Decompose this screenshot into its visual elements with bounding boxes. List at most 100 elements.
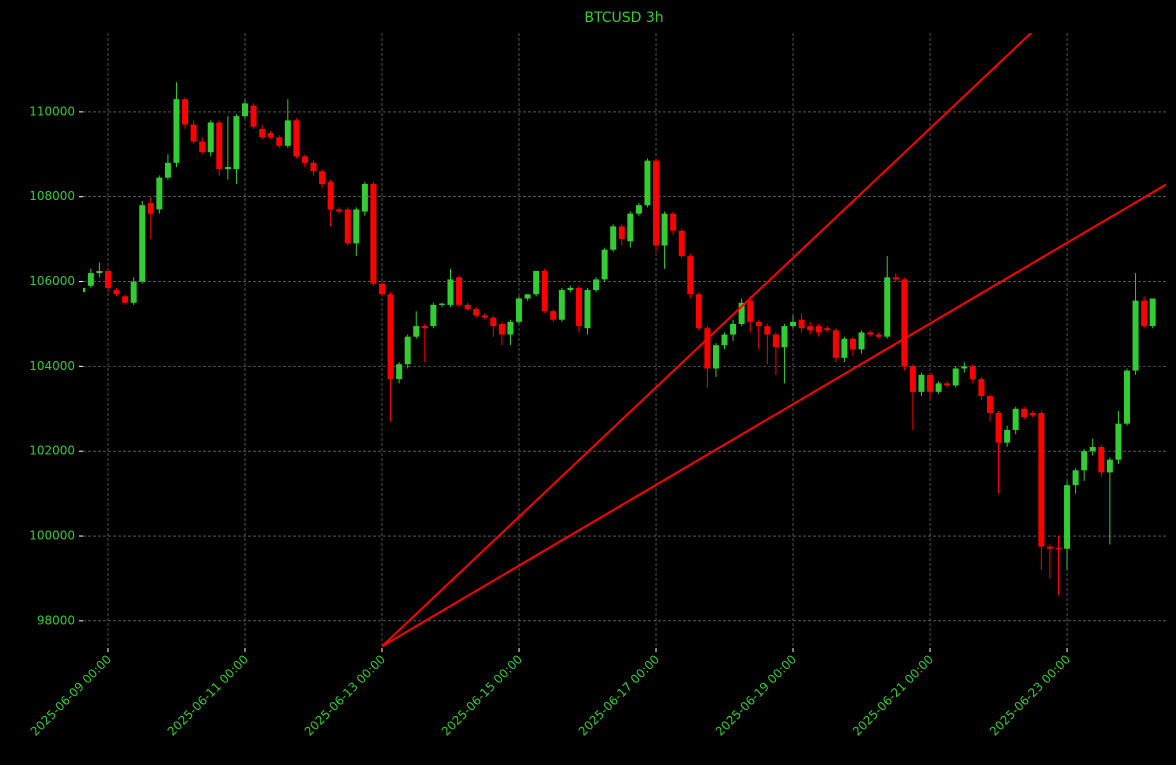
- candle-body: [678, 230, 685, 257]
- candle-body: [807, 326, 814, 331]
- y-tick-label: 110000: [29, 104, 75, 118]
- candle-body: [378, 283, 385, 295]
- candle-body: [909, 366, 916, 392]
- candle-body: [336, 209, 343, 212]
- y-tick-label: 100000: [29, 529, 75, 543]
- grid: [79, 33, 1166, 652]
- candle-body: [473, 309, 480, 316]
- candle-body: [764, 326, 771, 335]
- candle-body: [944, 383, 951, 386]
- candle-body: [216, 122, 223, 170]
- candle-body: [995, 413, 1002, 443]
- candle-body: [815, 326, 822, 333]
- candle-body: [867, 332, 874, 335]
- candle-body: [421, 326, 428, 329]
- candle-body: [601, 249, 608, 280]
- plot-area: [83, 33, 1166, 648]
- candle-body: [1141, 300, 1148, 327]
- candle-body: [635, 205, 642, 214]
- candle-body: [344, 209, 351, 244]
- candle-body: [113, 290, 120, 295]
- candle-body: [567, 287, 574, 291]
- y-tick-label: 98000: [37, 613, 75, 627]
- candle-body: [1081, 451, 1088, 471]
- trend-line: [381, 33, 1033, 648]
- x-tick-label: 2025-06-19 00:00: [713, 652, 799, 738]
- candle-body: [610, 226, 617, 250]
- candle-body: [1098, 446, 1105, 473]
- candle-body: [241, 103, 248, 117]
- candle-body: [139, 205, 146, 282]
- candle-body: [122, 296, 129, 303]
- x-tick-label: 2025-06-23 00:00: [987, 652, 1073, 738]
- candle-body: [927, 374, 934, 392]
- y-tick-label: 106000: [29, 274, 75, 288]
- candle-body: [781, 326, 788, 348]
- candle-body: [293, 120, 300, 157]
- y-tick-label: 104000: [29, 359, 75, 373]
- candle-body: [841, 338, 848, 358]
- candle-body: [259, 128, 266, 138]
- candle-body: [533, 270, 540, 295]
- chart-title: BTCUSD 3h: [584, 10, 663, 26]
- y-tick-label: 102000: [29, 444, 75, 458]
- candle-body: [661, 213, 668, 246]
- candle-body: [370, 183, 377, 284]
- candle-body: [456, 277, 463, 305]
- candle-body: [267, 133, 274, 138]
- candle-body: [627, 213, 634, 242]
- candle-body: [464, 304, 471, 310]
- candle-body: [1064, 485, 1071, 549]
- candle-body: [1106, 459, 1113, 473]
- candle-body: [130, 281, 137, 303]
- candle-body: [935, 383, 942, 392]
- candle-body: [961, 366, 968, 369]
- candle-body: [824, 328, 831, 331]
- candle-body: [849, 338, 856, 350]
- candle-body: [233, 116, 240, 170]
- candle-body: [396, 364, 403, 380]
- candle-body: [1115, 423, 1122, 460]
- candle-body: [498, 323, 505, 335]
- candle-body: [164, 162, 171, 178]
- candle-body: [104, 270, 111, 288]
- y-tick-label: 108000: [29, 189, 75, 203]
- candle-body: [901, 279, 908, 367]
- candle-body: [644, 160, 651, 206]
- candle-body: [1149, 298, 1156, 327]
- candle-body: [952, 368, 959, 386]
- candle-body: [550, 311, 557, 320]
- candle-body: [87, 273, 94, 286]
- candle-body: [224, 167, 231, 170]
- candle-body: [747, 300, 754, 322]
- candle-body: [387, 294, 394, 380]
- x-tick-label: 2025-06-17 00:00: [576, 652, 662, 738]
- candle-body: [541, 270, 548, 312]
- candle-body: [1004, 429, 1011, 443]
- candle-body: [1089, 446, 1096, 452]
- candle-body: [1072, 470, 1079, 486]
- candle-body: [199, 141, 206, 153]
- candle-body: [738, 302, 745, 324]
- candle-body: [1021, 408, 1028, 418]
- candle-body: [1038, 413, 1045, 547]
- candle-body: [584, 290, 591, 329]
- candle-body: [704, 328, 711, 369]
- candle-body: [712, 345, 719, 369]
- candle-body: [730, 323, 737, 335]
- candle-body: [353, 209, 360, 244]
- candle-body: [361, 183, 368, 212]
- candle-body: [156, 177, 163, 210]
- candle-body: [284, 120, 291, 146]
- candle-body: [618, 226, 625, 240]
- candle-body: [978, 379, 985, 397]
- candle-body: [892, 277, 899, 280]
- candle-body: [524, 294, 531, 299]
- candle-body: [1055, 547, 1062, 549]
- candle-body: [1012, 408, 1019, 430]
- x-tick-label: 2025-06-15 00:00: [439, 652, 525, 738]
- candle-body: [832, 330, 839, 358]
- candle-body: [1046, 546, 1053, 549]
- candle-body: [858, 332, 865, 350]
- candle-body: [516, 298, 523, 322]
